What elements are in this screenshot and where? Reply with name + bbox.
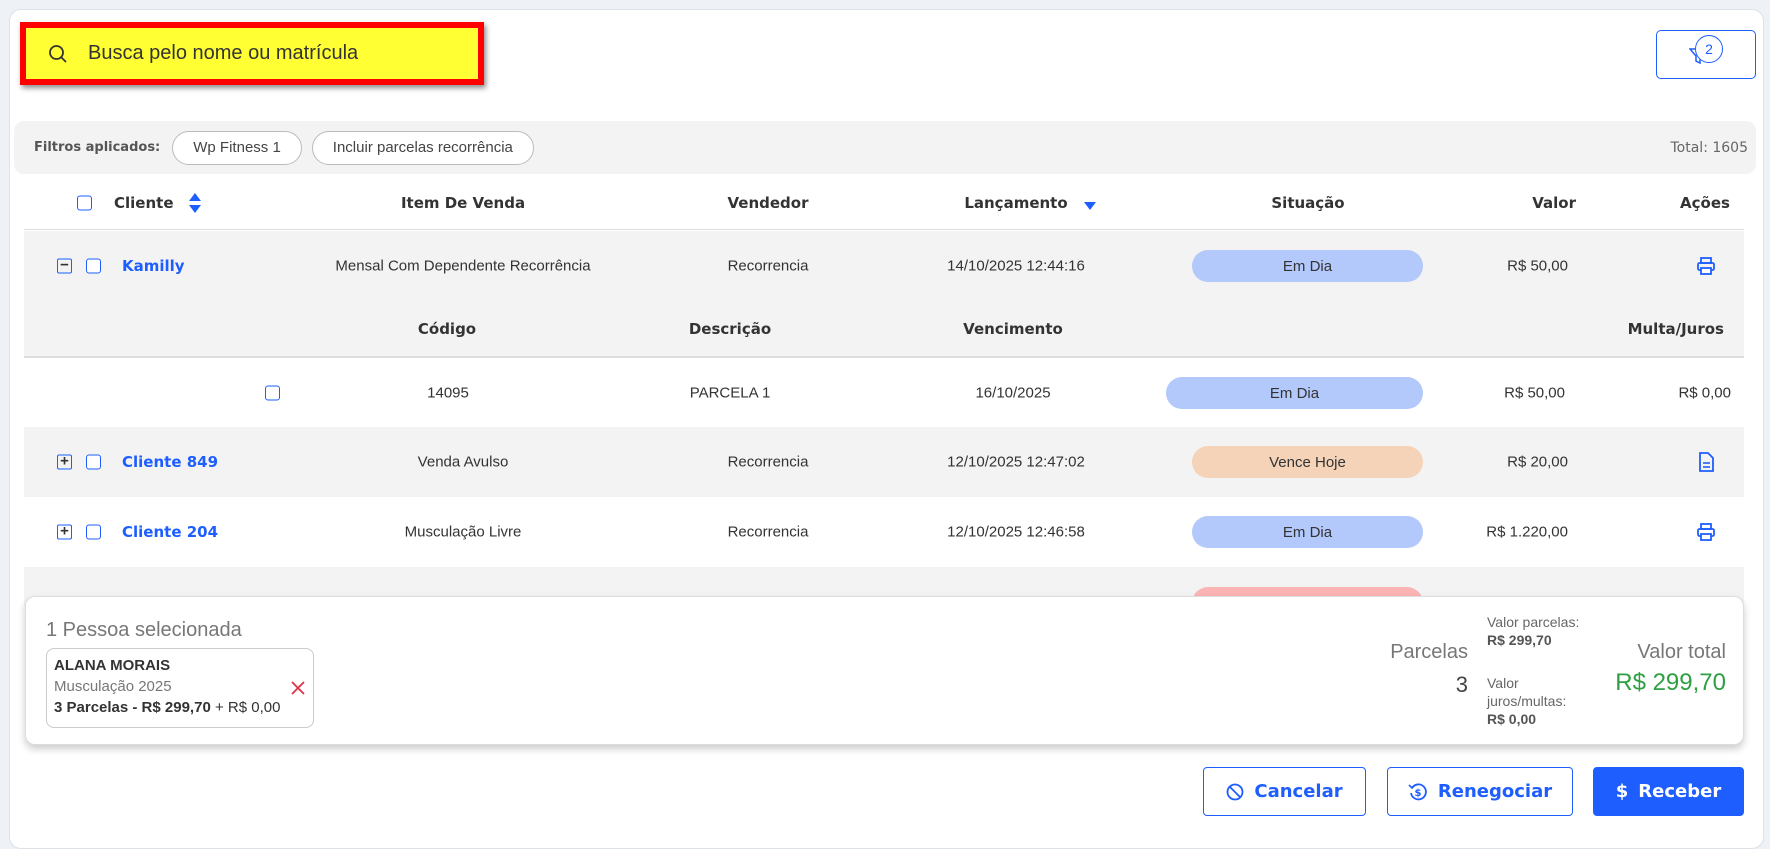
table-row[interactable]: + Cliente 849 Venda Avulso Recorrencia 1… [24, 427, 1744, 497]
vencimento: 16/10/2025 [975, 384, 1051, 402]
cancel-icon [1226, 783, 1244, 800]
renegociar-button[interactable]: $ Renegociar [1387, 767, 1573, 816]
installment-checkbox[interactable] [265, 385, 280, 401]
receber-button[interactable]: $ Receber [1593, 767, 1744, 816]
header-vendedor[interactable]: Vendedor [727, 194, 809, 212]
filters-label: Filtros aplicados: [34, 140, 161, 155]
valor-total: R$ 299,70 [1615, 669, 1726, 696]
parcelas-label: Parcelas [1390, 641, 1468, 663]
item: Venda Avulso [417, 453, 509, 471]
header-codigo: Código [417, 320, 477, 338]
lancamento: 14/10/2025 12:44:16 [947, 257, 1085, 275]
applied-filters-bar: Filtros aplicados: Wp Fitness 1 Incluir … [14, 121, 1756, 174]
valor-juros: Valor juros/multas: R$ 0,00 [1487, 675, 1567, 727]
table-header: Cliente Item De Venda Vendedor Lançament… [24, 175, 1744, 230]
status-badge: Vence Hoje [1192, 446, 1423, 478]
status-badge: Em Dia [1166, 377, 1423, 409]
table-row[interactable]: − Kamilly Mensal Com Dependente Recorrên… [24, 231, 1744, 301]
valor: R$ 1.220,00 [1486, 523, 1568, 541]
person-name: ALANA MORAIS [54, 657, 171, 674]
valor-total-label: Valor total [1637, 641, 1726, 663]
client-name[interactable]: Cliente 849 [122, 453, 219, 471]
sort-desc-icon[interactable] [1084, 202, 1096, 210]
svg-text:$: $ [1414, 788, 1421, 799]
valor: R$ 20,00 [1507, 453, 1568, 471]
header-multa-juros: Multa/Juros [1627, 320, 1724, 338]
filter-count-badge: 2 [1695, 35, 1723, 63]
descricao: PARCELA 1 [689, 384, 771, 402]
valor-parcelas: Valor parcelas: R$ 299,70 [1487, 614, 1580, 648]
item: Musculação Livre [404, 523, 522, 541]
collapse-icon[interactable]: − [57, 258, 72, 274]
table-row[interactable]: + Cliente 204 Musculação Livre Recorrenc… [24, 497, 1744, 567]
header-descricao: Descrição [688, 320, 772, 338]
header-vencimento: Vencimento [963, 320, 1063, 338]
printer-icon[interactable] [1696, 522, 1716, 542]
lancamento: 12/10/2025 12:47:02 [947, 453, 1085, 471]
total-count: Total: 1605 [1670, 139, 1749, 156]
item: Mensal Com Dependente Recorrência [335, 257, 591, 275]
expand-icon[interactable]: + [57, 524, 72, 540]
search-icon [49, 44, 67, 63]
client-name[interactable]: Cliente 204 [122, 523, 219, 541]
valor: R$ 50,00 [1504, 384, 1565, 402]
codigo: 14095 [427, 384, 469, 402]
renegotiate-icon: $ [1408, 783, 1427, 800]
select-all-checkbox[interactable] [77, 195, 92, 211]
status-badge: Em Dia [1192, 250, 1423, 282]
vendedor: Recorrencia [727, 523, 809, 541]
document-icon[interactable] [1698, 452, 1714, 472]
vendedor: Recorrencia [727, 257, 809, 275]
row-checkbox[interactable] [86, 524, 101, 540]
selection-title: 1 Pessoa selecionada [46, 619, 242, 641]
installment-row[interactable]: 14095 PARCELA 1 16/10/2025 Em Dia R$ 50,… [24, 358, 1744, 427]
installments-header: Código Descrição Vencimento Multa/Juros [24, 301, 1744, 358]
row-checkbox[interactable] [86, 258, 101, 274]
header-item[interactable]: Item De Venda [400, 194, 526, 212]
vendedor: Recorrencia [727, 453, 809, 471]
parcelas-count: 3 [1455, 672, 1468, 697]
header-lancamento[interactable]: Lançamento [964, 194, 1068, 212]
printer-icon[interactable] [1696, 256, 1716, 276]
status-badge: Em Dia [1192, 516, 1423, 548]
multa-juros: R$ 0,00 [1678, 384, 1731, 402]
search-placeholder: Busca pelo nome ou matrícula [88, 42, 359, 64]
header-situacao[interactable]: Situação [1271, 194, 1345, 212]
selected-person-card: ALANA MORAIS Musculação 2025 3 Parcelas … [46, 648, 314, 728]
client-name[interactable]: Kamilly [122, 257, 185, 275]
valor: R$ 50,00 [1507, 257, 1568, 275]
header-valor[interactable]: Valor [1532, 194, 1576, 212]
expand-icon[interactable]: + [57, 454, 72, 470]
header-acoes: Ações [1680, 194, 1730, 212]
lancamento: 12/10/2025 12:46:58 [947, 523, 1085, 541]
person-summary: 3 Parcelas - R$ 299,70 + R$ 0,00 [54, 699, 281, 716]
sort-icon[interactable] [188, 192, 202, 214]
selection-panel: 1 Pessoa selecionada ALANA MORAIS Muscul… [25, 596, 1744, 745]
dollar-icon: $ [1615, 781, 1629, 802]
row-checkbox[interactable] [86, 454, 101, 470]
cancelar-button[interactable]: Cancelar [1203, 767, 1366, 816]
remove-icon[interactable] [291, 681, 305, 695]
filter-chip[interactable]: Incluir parcelas recorrência [311, 130, 534, 165]
filter-chip[interactable]: Wp Fitness 1 [172, 130, 302, 165]
person-plan: Musculação 2025 [54, 678, 172, 695]
filter-button[interactable]: 2 [1656, 30, 1756, 79]
header-cliente[interactable]: Cliente [114, 194, 174, 212]
search-input[interactable]: Busca pelo nome ou matrícula [20, 22, 484, 85]
